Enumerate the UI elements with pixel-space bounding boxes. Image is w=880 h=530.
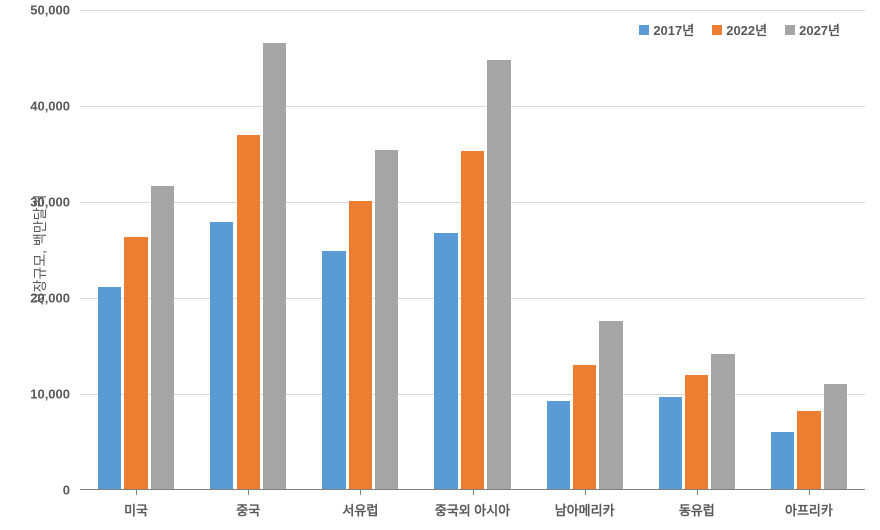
x-tick-mark — [585, 489, 586, 495]
x-tick-mark — [248, 489, 249, 495]
legend-swatch — [712, 25, 722, 35]
bar — [263, 43, 286, 489]
x-tick-label: 동유럽 — [679, 500, 715, 519]
x-tick-mark — [473, 489, 474, 495]
bar — [771, 432, 794, 489]
legend-item: 2017년 — [639, 20, 694, 39]
bar — [711, 354, 734, 489]
x-tick-mark — [809, 489, 810, 495]
bar — [98, 287, 121, 489]
y-tick-label: 50,000 — [15, 3, 70, 18]
bar — [461, 151, 484, 489]
legend-item: 2022년 — [712, 20, 767, 39]
bar — [824, 384, 847, 489]
plot-area — [80, 10, 865, 490]
gridline — [80, 106, 865, 107]
bar — [599, 321, 622, 489]
x-tick-label: 아프리카 — [785, 500, 833, 519]
bar — [124, 237, 147, 489]
bar — [685, 375, 708, 489]
bar — [573, 365, 596, 489]
market-size-bar-chart: 2017년2022년2027년 시장규모, 백만달러 010,00020,000… — [0, 0, 880, 530]
legend: 2017년 2022년 2027년 — [639, 20, 840, 39]
gridline — [80, 10, 865, 11]
legend-item: 2027년 — [785, 20, 840, 39]
x-tick-label: 중국외 아시아 — [435, 500, 510, 519]
y-tick-label: 40,000 — [15, 99, 70, 114]
legend-swatch — [639, 25, 649, 35]
bar — [797, 411, 820, 489]
x-tick-mark — [360, 489, 361, 495]
y-tick-label: 10,000 — [15, 387, 70, 402]
bar — [547, 401, 570, 489]
y-tick-label: 0 — [15, 483, 70, 498]
x-tick-mark — [697, 489, 698, 495]
bar — [659, 397, 682, 489]
legend-label: 2017년 — [653, 20, 694, 39]
y-tick-label: 20,000 — [15, 291, 70, 306]
legend-swatch — [785, 25, 795, 35]
x-tick-label: 중국 — [236, 500, 260, 519]
bar — [349, 201, 372, 489]
bar — [210, 222, 233, 489]
y-tick-label: 30,000 — [15, 195, 70, 210]
bar — [322, 251, 345, 489]
legend-label: 2027년 — [799, 20, 840, 39]
x-tick-label: 서유럽 — [342, 500, 378, 519]
bar — [434, 233, 457, 489]
x-tick-label: 남아메리카 — [555, 500, 615, 519]
bar — [151, 186, 174, 489]
x-tick-label: 미국 — [124, 500, 148, 519]
bar — [237, 135, 260, 489]
bar — [375, 150, 398, 489]
x-tick-mark — [136, 489, 137, 495]
bar — [487, 60, 510, 489]
legend-label: 2022년 — [726, 20, 767, 39]
